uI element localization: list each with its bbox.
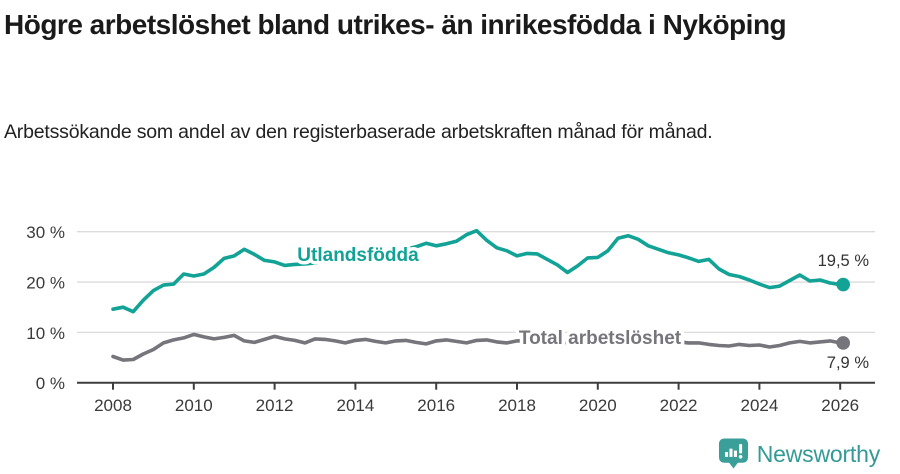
y-tick-label: 0 % [36,374,65,393]
chart-subtitle: Arbetssökande som andel av den registerb… [4,121,713,143]
series-label-0: Utlandsfödda [297,245,419,266]
newsworthy-bubble-icon [718,438,748,469]
x-tick-label: 2012 [256,396,294,415]
y-tick-label: 30 % [26,223,65,242]
x-tick-label: 2022 [660,396,698,415]
x-tick-label: 2010 [175,396,213,415]
series-end-value-0: 19,5 % [818,252,870,270]
x-tick-label: 2020 [579,396,617,415]
page-title: Högre arbetslöshet bland utrikes- än inr… [4,9,787,40]
x-tick-label: 2018 [498,396,536,415]
series-label-1: Total arbetslöshet [519,328,682,349]
x-tick-label: 2008 [94,396,132,415]
newsworthy-logo[interactable]: Newsworthy [718,436,880,472]
series-end-dot-1 [836,336,850,350]
chart-header: Högre arbetslöshet bland utrikes- än inr… [4,6,812,44]
series-end-dot-0 [836,277,850,292]
y-tick-label: 20 % [26,274,65,293]
y-tick-label: 10 % [26,324,65,343]
x-tick-label: 2016 [417,396,455,415]
x-tick-label: 2026 [821,396,859,415]
line-chart: 0 % 10 % 20 % 30 % 2008 2010 2012 2014 2016 2018 2… [26,223,875,415]
series-line-1 [111,332,843,362]
series-end-value-1: 7,9 % [827,354,870,372]
newsworthy-wordmark: Newsworthy [756,440,880,467]
x-tick-label: 2024 [740,396,778,415]
x-tick-label: 2014 [336,396,374,415]
series-line-0 [111,228,843,314]
